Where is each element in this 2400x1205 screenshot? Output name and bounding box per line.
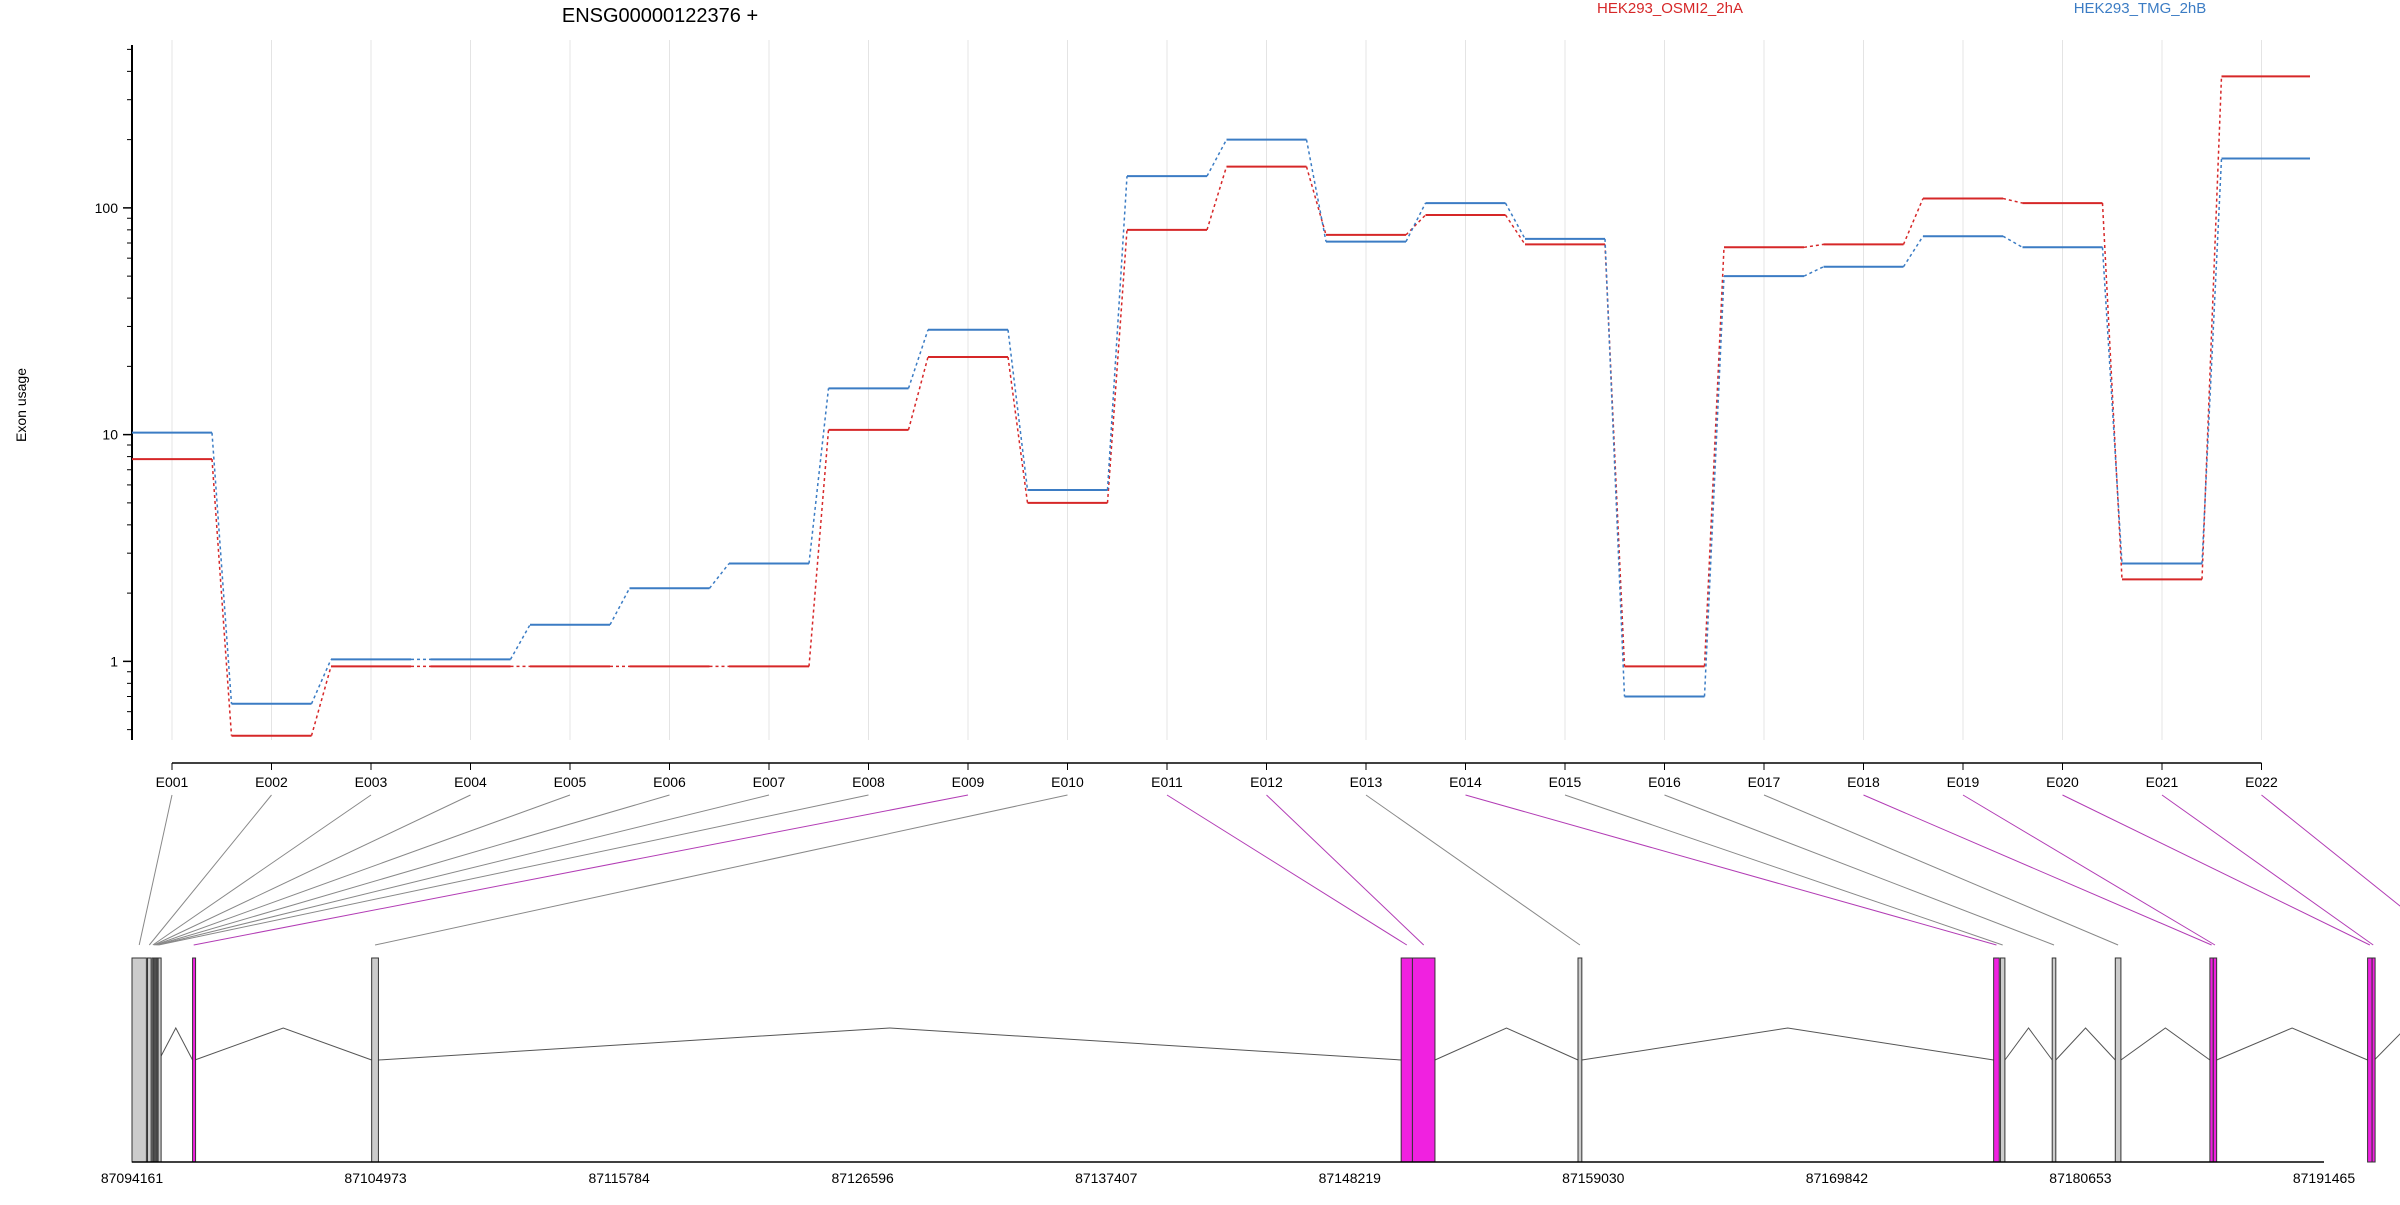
exon-box-e021 (2372, 958, 2375, 1162)
x-tick-label-e012: E012 (1250, 774, 1283, 790)
genomic-tick-label: 87180653 (2049, 1170, 2112, 1186)
x-tick-label-e021: E021 (2146, 774, 2179, 790)
y-tick-label: 10 (102, 427, 118, 443)
y-axis-label: Exon usage (13, 368, 29, 442)
exon-box-e019 (2213, 958, 2216, 1162)
y-tick-label: 100 (95, 200, 119, 216)
x-tick-label-e007: E007 (753, 774, 786, 790)
genomic-tick-label: 87148219 (1319, 1170, 1382, 1186)
y-tick-label: 1 (110, 653, 118, 669)
x-tick-label-e001: E001 (156, 774, 189, 790)
exon-box-e018 (2210, 958, 2213, 1162)
genomic-tick-label: 87104973 (344, 1170, 407, 1186)
x-tick-label-e015: E015 (1549, 774, 1582, 790)
exon-box-e013 (1578, 958, 1582, 1162)
exon-box-e009 (193, 958, 196, 1162)
x-tick-label-e008: E008 (852, 774, 885, 790)
exon-box-e012 (1412, 958, 1435, 1162)
x-tick-label-e019: E019 (1947, 774, 1980, 790)
exon-box-e008 (158, 958, 161, 1162)
exon-box-e011 (1401, 958, 1412, 1162)
x-tick-label-e014: E014 (1449, 774, 1482, 790)
genomic-tick-label: 87191465 (2293, 1170, 2356, 1186)
genomic-tick-label: 87094161 (101, 1170, 164, 1186)
legend-entry-series-2: HEK293_TMG_2hB (2074, 0, 2207, 17)
exon-box-e015 (2000, 958, 2005, 1162)
exon-box-e017 (2115, 958, 2121, 1162)
x-tick-label-e016: E016 (1648, 774, 1681, 790)
x-tick-label-e002: E002 (255, 774, 288, 790)
x-tick-label-e011: E011 (1151, 774, 1183, 790)
x-tick-label-e009: E009 (952, 774, 985, 790)
exon-box-e002 (148, 958, 152, 1162)
genomic-tick-label: 87159030 (1562, 1170, 1625, 1186)
exon-box-e016 (2052, 958, 2056, 1162)
exon-box-e010 (372, 958, 379, 1162)
genomic-tick-label: 87126596 (832, 1170, 895, 1186)
x-tick-label-e006: E006 (653, 774, 686, 790)
genomic-tick-label: 87137407 (1075, 1170, 1138, 1186)
x-tick-label-e022: E022 (2245, 774, 2278, 790)
x-tick-label-e003: E003 (355, 774, 388, 790)
exon-box-e001 (132, 958, 146, 1162)
x-tick-label-e018: E018 (1847, 774, 1880, 790)
x-tick-label-e005: E005 (554, 774, 587, 790)
x-tick-label-e017: E017 (1748, 774, 1781, 790)
exon-box-e014 (1994, 958, 2000, 1162)
x-tick-label-e020: E020 (2046, 774, 2079, 790)
chart-title: ENSG00000122376 + (562, 5, 758, 27)
x-tick-label-e010: E010 (1051, 774, 1084, 790)
genomic-tick-label: 87115784 (588, 1170, 649, 1186)
legend-entry-series-1: HEK293_OSMI2_2hA (1597, 0, 1743, 17)
x-tick-label-e013: E013 (1350, 774, 1383, 790)
x-tick-label-e004: E004 (454, 774, 487, 790)
exon-box-e020 (2368, 958, 2373, 1162)
genomic-tick-label: 87169842 (1806, 1170, 1869, 1186)
